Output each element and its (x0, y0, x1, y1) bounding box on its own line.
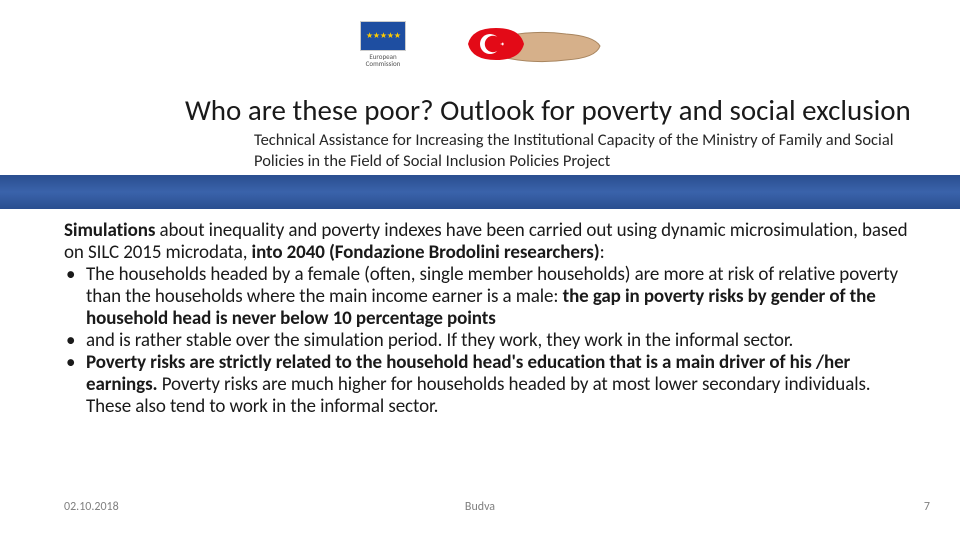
footer-location: Budva (465, 500, 495, 514)
footer-date: 02.10.2018 (64, 500, 119, 514)
footer: 02.10.2018 Budva 7 (0, 500, 960, 520)
eu-label: European Commission (366, 53, 401, 67)
eu-stars-icon: ★ ★ ★ ★ ★ (366, 31, 400, 41)
bullet-list: The households headed by a female (often… (64, 264, 916, 418)
turkey-flag-icon (466, 24, 526, 64)
list-item: Poverty risks are strictly related to th… (64, 352, 916, 418)
logo-row: ★ ★ ★ ★ ★ European Commission (360, 16, 606, 72)
list-item: The households headed by a female (often… (64, 264, 916, 330)
intro-paragraph: Simulations about inequality and poverty… (64, 220, 916, 264)
intro-lead: Simulations (64, 219, 155, 242)
slide-title: Who are these poor? Outlook for poverty … (185, 92, 911, 128)
footer-page-number: 7 (924, 500, 930, 514)
turkey-flag-map-icon (466, 16, 606, 72)
slide: ★ ★ ★ ★ ★ European Commission Who are th… (0, 0, 960, 540)
project-subtitle: Technical Assistance for Increasing the … (254, 130, 918, 171)
list-item: and is rather stable over the simulation… (64, 330, 916, 352)
eu-commission-logo: ★ ★ ★ ★ ★ European Commission (360, 21, 406, 67)
divider-band (0, 175, 960, 209)
eu-flag-icon: ★ ★ ★ ★ ★ (360, 21, 406, 51)
body-content: Simulations about inequality and poverty… (64, 220, 916, 418)
